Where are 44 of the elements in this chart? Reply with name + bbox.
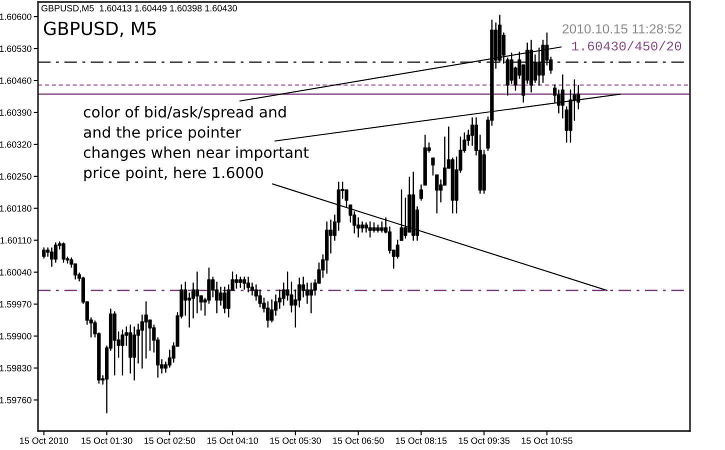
y-tick-label: 1.60320 [0,141,32,148]
candlestick [238,276,242,288]
x-tick-label: 15 Oct 02:50 [144,437,196,444]
y-tick-label: 1.60460 [0,77,32,84]
x-tick-label: 15 Oct 09:35 [458,437,510,444]
candlestick [62,242,66,263]
y-tick-label: 1.60180 [0,205,32,212]
candlestick [112,311,116,376]
y-tick-label: 1.59760 [0,396,32,404]
candlestick [380,221,384,233]
chart-subtitle: GBPUSD,M5 1.60413 1.60449 1.60398 1.60430 [41,5,237,12]
candlestick [325,221,329,274]
y-tick-label: 1.60390 [0,109,32,116]
x-tick-label: 15 Oct 06:50 [333,437,384,444]
y-tick-label: 1.60040 [0,269,32,276]
y-tick-label: 1.59970 [0,301,32,308]
candlestick [246,276,250,292]
x-tick-label: 15 Oct 04:10 [207,437,258,444]
annotation: 1.60430/450/20 [572,40,682,51]
x-tick-label: 15 Oct 08:15 [396,437,447,444]
x-tick-label: 15 Oct 10:55 [522,437,572,444]
candlestick [266,301,270,328]
candlestick [368,221,372,238]
candlestick [132,326,136,381]
text: GBPUSD, M5 [44,22,156,38]
annotation: color of bid/ask/spread and and the price pointer changes when near important price point, here 1.6000 [84,106,309,182]
y-tick-label: 1.59900 [0,333,32,340]
candlestick [234,274,238,289]
y-tick-label: 1.59830 [0,364,32,372]
y-tick-label: 1.60530 [0,46,32,52]
annotation: 2010.10.15 11:28:52 [562,24,682,34]
candlestick [120,330,124,376]
candlestick [242,276,246,290]
y-tick-label: 1.60600 [0,14,32,20]
x-tick-label: 15 Oct 01:30 [82,437,132,444]
candlestick [222,286,226,314]
candlestick [42,247,46,259]
x-tick-label: 15 Oct 2010 [20,437,68,444]
y-tick-label: 1.60110 [0,237,32,244]
y-tick-label: 1.60250 [0,173,32,180]
candlestick [54,242,58,263]
candlestick [309,282,313,314]
candlestick [376,224,380,233]
x-tick-label: 15 Oct 05:30 [270,437,321,444]
